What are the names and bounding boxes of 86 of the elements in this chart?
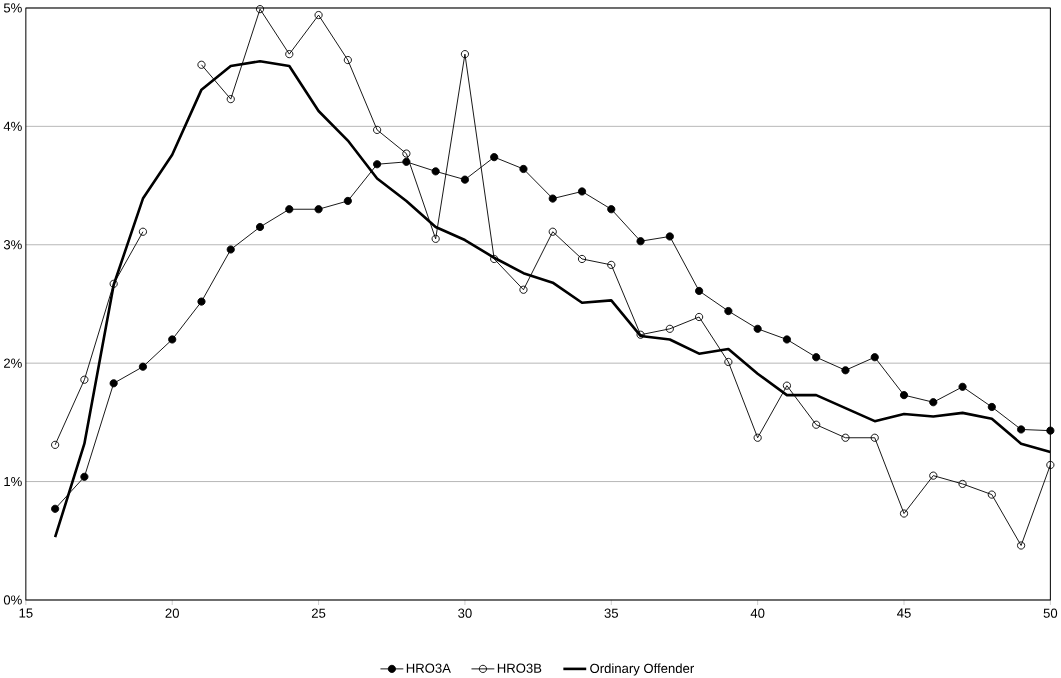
- point: [899, 390, 909, 399]
- point: [80, 472, 89, 481]
- point: [1046, 460, 1055, 469]
- point: [373, 159, 382, 169]
- point: [636, 330, 645, 339]
- point: [929, 471, 938, 480]
- point: [402, 157, 411, 166]
- point: [1017, 541, 1026, 550]
- point: [460, 175, 469, 184]
- point: [197, 297, 206, 306]
- y-tick-label: 3%: [3, 239, 22, 250]
- point: [607, 260, 616, 269]
- point: [314, 10, 323, 19]
- point: [373, 125, 382, 134]
- point: [51, 440, 60, 449]
- point: [958, 479, 967, 488]
- point: [490, 254, 499, 263]
- point: [548, 194, 557, 203]
- point: [812, 352, 821, 362]
- point: [870, 433, 879, 442]
- point: [812, 420, 821, 429]
- point: [929, 397, 938, 407]
- point: [138, 227, 147, 236]
- point: [255, 222, 265, 231]
- point: [80, 375, 89, 384]
- point: [109, 379, 118, 388]
- point: [577, 254, 587, 263]
- legend-label: HRO3B: [497, 663, 542, 673]
- point: [1046, 426, 1055, 435]
- y-tick-label: 4%: [3, 121, 22, 131]
- point: [987, 402, 996, 411]
- point: [870, 352, 879, 362]
- point: [314, 204, 323, 214]
- point: [899, 509, 909, 518]
- point: [226, 245, 235, 254]
- point: [343, 196, 352, 205]
- point: [548, 227, 557, 236]
- point: [51, 504, 60, 513]
- point: [724, 357, 733, 366]
- point: [607, 204, 616, 214]
- point: [987, 490, 996, 499]
- point: [109, 279, 118, 288]
- point: [255, 4, 265, 13]
- legend-label: Ordinary Offender: [590, 663, 694, 676]
- legend-label: HRO3A: [406, 663, 451, 673]
- point: [431, 234, 440, 243]
- point: [782, 335, 791, 344]
- point: [343, 55, 352, 64]
- x-tick-label: 15: [19, 608, 33, 618]
- point: [753, 433, 762, 442]
- point: [753, 324, 762, 333]
- point: [782, 381, 791, 390]
- point: [958, 382, 967, 391]
- point: [402, 149, 411, 158]
- point: [724, 306, 733, 315]
- point: [841, 433, 850, 442]
- point: [431, 167, 440, 176]
- point: [285, 204, 294, 214]
- x-tick-label: 30: [458, 608, 472, 618]
- x-tick-label: 20: [165, 608, 179, 618]
- point: [226, 94, 235, 103]
- point: [577, 187, 587, 196]
- point: [490, 152, 499, 161]
- x-tick-label: 40: [750, 608, 765, 618]
- point: [665, 324, 674, 333]
- point: [168, 335, 177, 344]
- point: [695, 286, 704, 295]
- point: [285, 49, 294, 58]
- point: [636, 236, 645, 246]
- y-tick-label: 2%: [4, 358, 22, 368]
- point: [519, 164, 528, 173]
- x-tick-label: 25: [311, 608, 326, 618]
- point: [138, 362, 147, 371]
- point: [841, 365, 850, 375]
- x-tick-label: 50: [1043, 608, 1058, 618]
- y-tick-label: 1%: [4, 476, 22, 486]
- x-tick-label: 35: [604, 608, 619, 618]
- x-tick-label: 45: [897, 608, 911, 618]
- y-tick-label: 5%: [3, 3, 22, 13]
- point: [197, 60, 206, 69]
- point: [519, 285, 528, 294]
- point: [695, 312, 704, 321]
- y-tick-label: 0%: [3, 595, 22, 605]
- point: [460, 49, 469, 58]
- point: [1017, 425, 1026, 434]
- point: [665, 232, 674, 241]
